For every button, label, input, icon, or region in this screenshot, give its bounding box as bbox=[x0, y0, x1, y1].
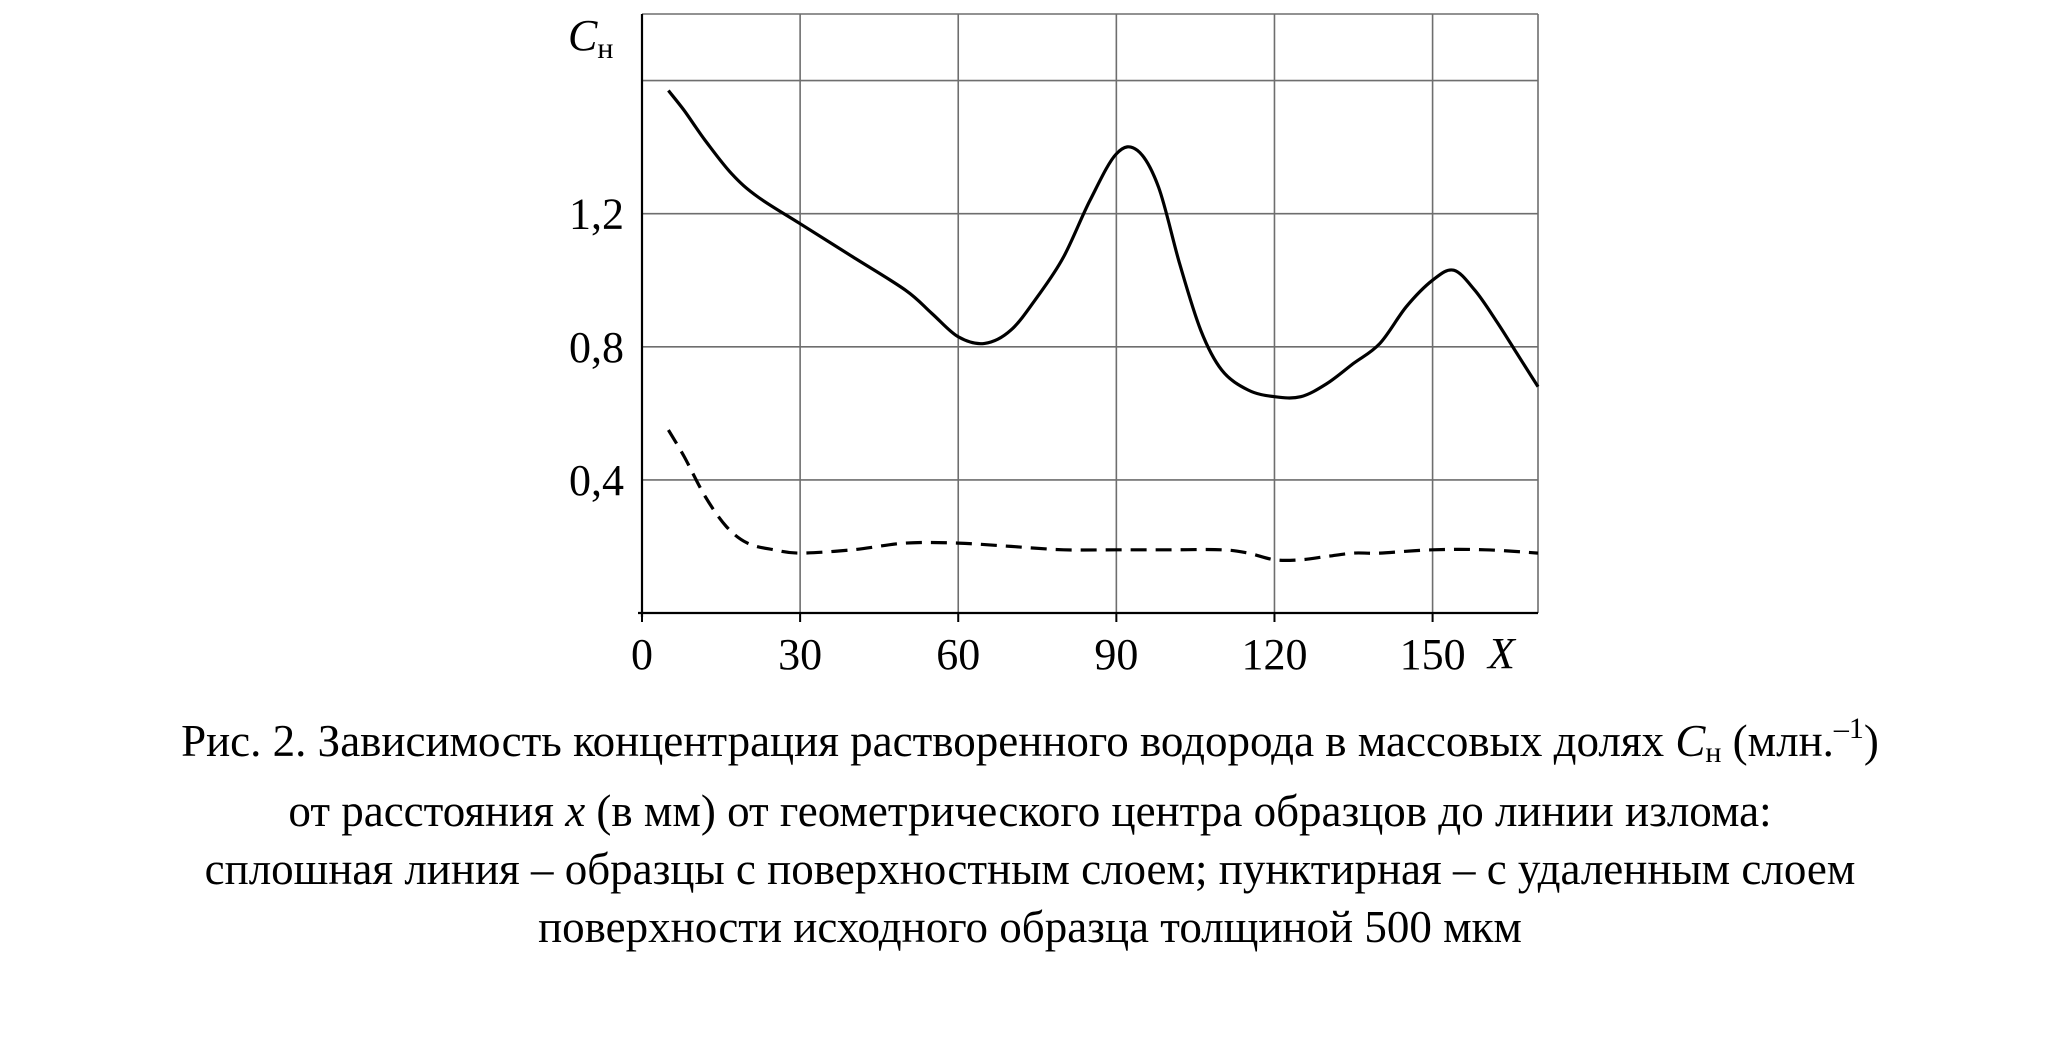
x-tick-label-0: 0 bbox=[631, 630, 653, 679]
y-tick-label-2: 1,2 bbox=[569, 190, 624, 239]
y-axis-title-main: C bbox=[568, 11, 598, 60]
figure-caption: Рис. 2. Зависимость концентрация раствор… bbox=[0, 700, 2060, 956]
y-tick-label-1: 0,8 bbox=[569, 323, 624, 372]
caption-line-2-suffix: (в мм) от геометрического центра образцо… bbox=[585, 786, 1772, 836]
grid bbox=[642, 13, 1539, 613]
tick-labels: 0 30 60 90 120 150 0,4 0,8 1,2 bbox=[569, 190, 1466, 679]
caption-line-2-prefix: от расстояния bbox=[288, 786, 566, 836]
series-layer bbox=[667, 89, 1540, 563]
caption-line-1-text: Рис. 2. Зависимость концентрация раствор… bbox=[181, 716, 1676, 766]
chart: 0 30 60 90 120 150 0,4 0,8 1,2 Cн X bbox=[568, 11, 1540, 679]
dashed-series-line bbox=[667, 429, 1539, 563]
solid-series-line bbox=[667, 89, 1540, 400]
x-tick-label-3: 90 bbox=[1094, 630, 1138, 679]
caption-var-x: x bbox=[565, 786, 586, 836]
x-tick-label-2: 60 bbox=[936, 630, 980, 679]
y-axis-title: Cн bbox=[568, 11, 613, 65]
caption-unit-open: (млн. bbox=[1721, 716, 1834, 766]
x-tick-label-5: 150 bbox=[1400, 630, 1466, 679]
x-tick-label-4: 120 bbox=[1241, 630, 1307, 679]
caption-symbol-sub: н bbox=[1705, 736, 1722, 769]
caption-unit-sup: –1 bbox=[1833, 712, 1864, 745]
caption-unit-close: ) bbox=[1863, 716, 1879, 766]
caption-line-4: поверхности исходного образца толщиной 5… bbox=[538, 902, 1522, 952]
x-tick-label-1: 30 bbox=[778, 630, 822, 679]
x-axis-title: X bbox=[1486, 629, 1517, 678]
caption-symbol: C bbox=[1675, 716, 1706, 766]
caption-line-3: сплошная линия – образцы с поверхностным… bbox=[204, 844, 1856, 894]
y-tick-label-0: 0,4 bbox=[569, 456, 624, 505]
y-axis-title-sub: н bbox=[597, 32, 613, 65]
axes bbox=[638, 14, 1538, 622]
caption-line-1: Рис. 2. Зависимость концентрация раствор… bbox=[0, 700, 2060, 782]
caption-line-2: от расстояния x (в мм) от геометрическог… bbox=[0, 782, 2060, 840]
